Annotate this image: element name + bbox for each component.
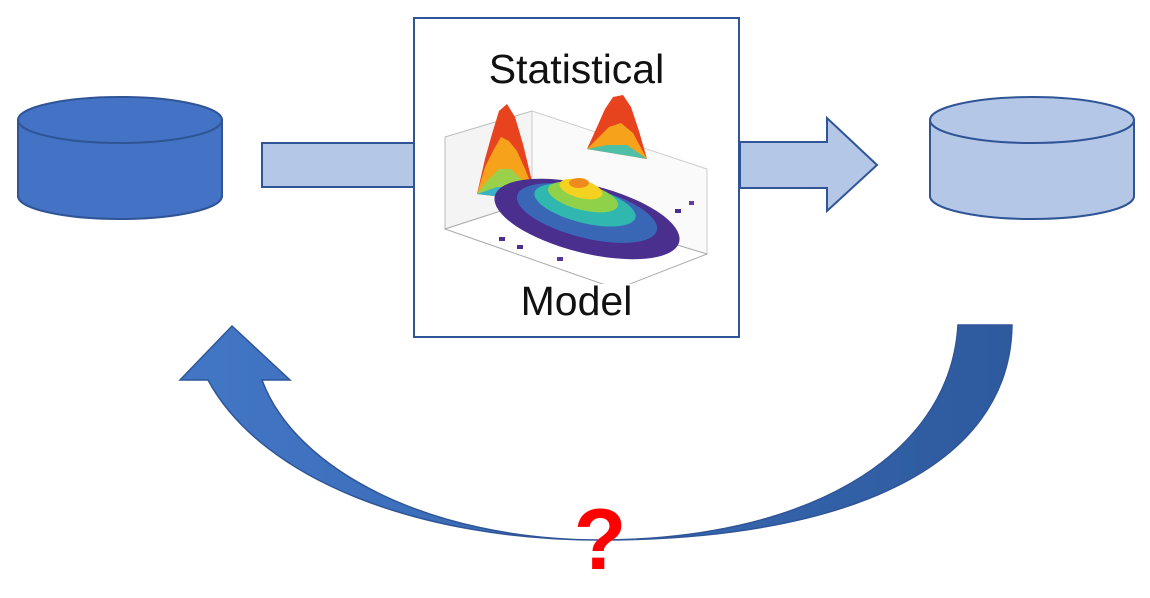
question-mark: ? xyxy=(573,492,627,588)
model-title: Statistical xyxy=(488,46,665,92)
output-arrow xyxy=(739,115,879,214)
model-subtitle: Model xyxy=(520,278,633,324)
feedback-curve-arrow xyxy=(178,324,1013,541)
3d-histogram-icon xyxy=(443,95,709,284)
target-database-icon xyxy=(929,96,1135,220)
statistical-model-box: Statistical Model xyxy=(413,17,740,338)
source-database-icon xyxy=(17,96,223,220)
input-arrow xyxy=(261,142,415,188)
